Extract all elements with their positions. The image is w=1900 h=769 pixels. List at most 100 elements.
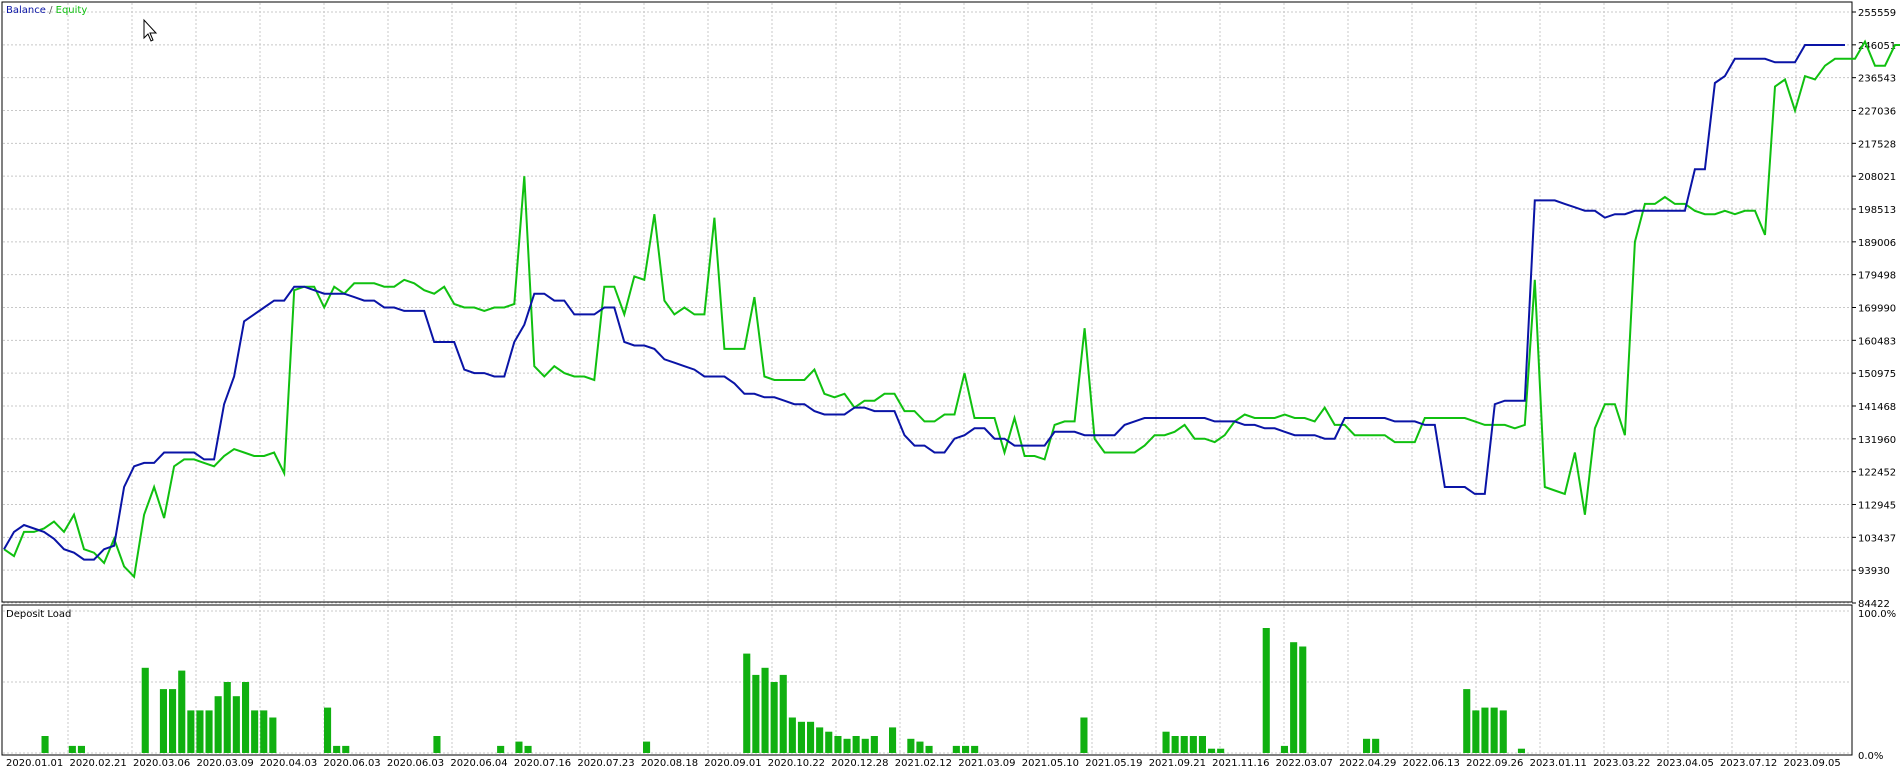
x-axis-tick-label: 2023.01.11: [1530, 758, 1587, 769]
deposit-load-bar: [342, 745, 350, 753]
x-axis-tick-label: 2021.09.21: [1149, 758, 1206, 769]
x-axis-tick-label: 2022.09.26: [1466, 758, 1523, 769]
x-axis-tick-label: 2022.03.07: [1276, 758, 1333, 769]
deposit-load-bar: [1262, 628, 1270, 753]
x-axis-tick-label: 2020.06.04: [450, 758, 507, 769]
deposit-load-bar: [743, 653, 751, 753]
deposit-load-bar: [916, 741, 924, 753]
y-axis-tick-label: 217528: [1858, 139, 1896, 150]
y-axis-tick-label: 150975: [1858, 369, 1896, 380]
legend-equity: Equity: [56, 5, 88, 16]
x-axis-tick-label: 2020.07.16: [514, 758, 571, 769]
deposit-load-bar: [433, 736, 441, 753]
deposit-load-bar: [41, 736, 49, 753]
deposit-load-bar: [1372, 738, 1380, 753]
y-axis-tick-label: 131960: [1858, 435, 1896, 446]
x-axis-tick-label: 2021.05.19: [1085, 758, 1142, 769]
deposit-load-bar: [788, 717, 796, 753]
x-axis-tick-label: 2020.06.03: [323, 758, 380, 769]
x-axis-tick-label: 2020.12.28: [831, 758, 888, 769]
deposit-load-bar: [232, 696, 240, 753]
deposit-load-bar: [1217, 748, 1225, 753]
deposit-load-bar: [1208, 748, 1216, 753]
x-axis-tick-label: 2020.09.01: [704, 758, 761, 769]
main-chart-panel: [1, 1, 1853, 603]
deposit-load-bar: [1363, 738, 1371, 753]
deposit-load-bar: [524, 745, 532, 753]
deposit-load-bar: [187, 710, 195, 753]
y-axis-tick-label: 189006: [1858, 238, 1896, 249]
deposit-load-bar: [1171, 736, 1179, 753]
x-axis-tick-label: 2020.04.03: [260, 758, 317, 769]
deposit-load-bar: [1280, 745, 1288, 753]
deposit-load-bar: [333, 745, 341, 753]
deposit-load-bar: [807, 721, 815, 753]
y-axis-tick-label: 141468: [1858, 402, 1896, 413]
load-axis-min-label: 0.0%: [1858, 751, 1883, 762]
x-axis-tick-label: 2020.07.23: [577, 758, 634, 769]
deposit-load-bar: [196, 710, 204, 753]
deposit-load-bar: [242, 682, 250, 753]
deposit-load-bar: [497, 745, 505, 753]
y-axis-tick-label: 236543: [1858, 74, 1896, 85]
x-axis-tick-label: 2020.10.22: [768, 758, 825, 769]
y-axis-tick-label: 169990: [1858, 304, 1896, 315]
y-axis-tick-label: 198513: [1858, 205, 1896, 216]
deposit-load-bar: [159, 689, 167, 753]
x-axis-tick-label: 2020.08.18: [641, 758, 698, 769]
deposit-load-bar: [952, 745, 960, 753]
deposit-load-bar: [68, 745, 76, 753]
deposit-load-bar: [1198, 736, 1206, 753]
y-axis-tick-label: 103437: [1858, 533, 1896, 544]
deposit-load-bar: [1499, 710, 1507, 753]
deposit-load-bar: [1180, 736, 1188, 753]
deposit-load-bar: [752, 674, 760, 753]
deposit-load-bar: [205, 710, 213, 753]
deposit-load-bar: [141, 667, 149, 753]
x-axis-tick-label: 2020.01.01: [6, 758, 63, 769]
legend-separator: /: [49, 5, 53, 16]
x-axis-tick-label: 2023.03.22: [1593, 758, 1650, 769]
deposit-load-bar: [870, 736, 878, 753]
deposit-load-bar: [1490, 707, 1498, 753]
deposit-load-bar: [324, 707, 332, 753]
y-axis-tick-label: 227036: [1858, 107, 1896, 118]
deposit-load-bar: [852, 736, 860, 753]
deposit-load-bar: [1299, 646, 1307, 753]
y-axis-tick-label: 179498: [1858, 271, 1896, 282]
y-axis-tick-label: 160483: [1858, 336, 1896, 347]
chart-legend: Balance / Equity: [6, 5, 87, 16]
x-axis-tick-label: 2023.04.05: [1657, 758, 1714, 769]
deposit-load-bar: [223, 682, 231, 753]
x-axis-tick-label: 2021.11.16: [1212, 758, 1269, 769]
deposit-load-bar: [269, 717, 277, 753]
deposit-load-bar: [1162, 731, 1170, 753]
x-axis: 2020.01.01 2020.02.21 2020.03.06 2020.03.09…: [6, 758, 1841, 769]
deposit-load-bar: [825, 731, 833, 753]
y-axis: 255559 246051 236543 227036 217528 208021 1985…: [1852, 8, 1896, 610]
x-axis-tick-label: 2022.04.29: [1339, 758, 1396, 769]
deposit-load-bar: [770, 682, 778, 753]
legend-balance: Balance: [6, 5, 46, 16]
x-axis-tick-label: 2023.09.05: [1784, 758, 1841, 769]
deposit-load-bar: [643, 741, 651, 753]
deposit-load-bar: [797, 721, 805, 753]
x-axis-tick-label: 2020.03.06: [133, 758, 190, 769]
deposit-load-title: Deposit Load: [6, 609, 71, 620]
deposit-load-bar: [214, 696, 222, 753]
x-axis-tick-label: 2020.02.21: [69, 758, 126, 769]
deposit-load-bar: [515, 741, 523, 753]
deposit-load-bar: [834, 736, 842, 753]
deposit-load-bar: [178, 670, 186, 753]
deposit-load-bar: [169, 689, 177, 753]
deposit-load-bar: [861, 738, 869, 753]
deposit-load-bar: [962, 745, 970, 753]
deposit-load-bar: [1481, 707, 1489, 753]
deposit-load-bar: [1290, 642, 1298, 753]
deposit-load-bar: [907, 738, 915, 753]
x-axis-tick-label: 2021.05.10: [1022, 758, 1079, 769]
deposit-load-bar: [779, 674, 787, 753]
deposit-load-bar: [1080, 717, 1088, 753]
x-axis-tick-label: 2023.07.12: [1720, 758, 1777, 769]
